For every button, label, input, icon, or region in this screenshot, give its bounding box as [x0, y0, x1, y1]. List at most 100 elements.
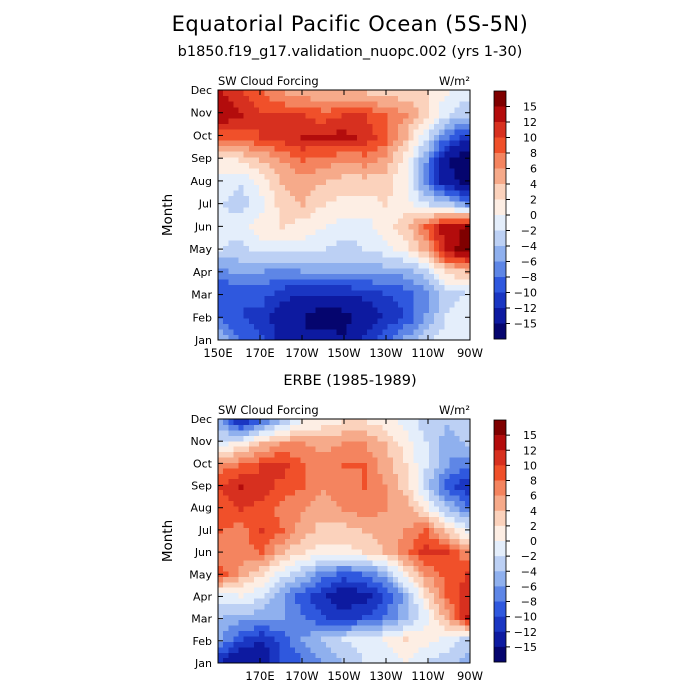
heatmap-cell [346, 145, 353, 152]
heatmap-cell [233, 619, 240, 626]
heatmap-cell [428, 217, 435, 224]
heatmap-cell [464, 429, 471, 436]
heatmap-cell [269, 273, 276, 280]
heatmap-cell [233, 489, 240, 496]
heatmap-cell [243, 90, 250, 97]
heatmap-cell [428, 597, 435, 604]
heatmap-cell [228, 123, 235, 130]
heatmap-cell [367, 603, 373, 610]
heatmap-cell [233, 549, 240, 556]
heatmap-cell [326, 543, 332, 550]
heatmap-cell [254, 178, 260, 186]
heatmap-cell [372, 505, 379, 512]
heatmap-cell [326, 489, 332, 496]
heatmap-cell [408, 284, 415, 291]
heatmap-cell [269, 262, 276, 269]
heatmap-cell [248, 256, 255, 263]
heatmap-cell [387, 473, 394, 480]
heatmap-cell [223, 312, 229, 319]
heatmap-cell [413, 178, 420, 186]
heatmap-cell [223, 101, 229, 108]
heatmap-cell [423, 95, 430, 102]
heatmap-cell [254, 500, 260, 507]
heatmap-cell [341, 112, 348, 119]
heatmap-cell [259, 106, 265, 113]
heatmap-cell [254, 212, 260, 219]
heatmap-cell [367, 140, 373, 147]
heatmap-cell [423, 312, 430, 319]
heatmap-cell [269, 101, 276, 108]
heatmap-cell [444, 532, 451, 539]
heatmap-cell [377, 587, 384, 594]
heatmap-cell [228, 630, 235, 637]
heatmap-cell [243, 212, 250, 219]
heatmap-cell [274, 592, 281, 599]
heatmap-cell [254, 195, 260, 202]
heatmap-cell [346, 625, 353, 632]
heatmap-cell [315, 217, 322, 224]
heatmap-cell [356, 424, 363, 431]
heatmap-cell [341, 451, 348, 458]
heatmap-cell [320, 312, 327, 319]
heatmap-cell [423, 532, 430, 539]
heatmap-cell [418, 334, 425, 341]
heatmap-cell [351, 435, 358, 442]
heatmap-cell [423, 603, 430, 610]
heatmap-cell [351, 240, 358, 247]
heatmap-cell [372, 112, 379, 119]
heatmap-cell [341, 587, 348, 594]
heatmap-cell [254, 228, 260, 236]
heatmap-cell [362, 641, 368, 648]
heatmap-cell [331, 467, 337, 474]
heatmap-cell [284, 184, 291, 191]
heatmap-cell [248, 646, 255, 653]
heatmap-cell [428, 419, 435, 426]
heatmap-cell [439, 190, 445, 197]
heatmap-cell [336, 334, 343, 341]
heatmap-cell [464, 145, 471, 152]
heatmap-cell [300, 635, 307, 642]
heatmap-cell [243, 576, 250, 583]
heatmap-cell [444, 484, 451, 491]
heatmap-cell [218, 538, 224, 545]
heatmap-cell [439, 101, 445, 108]
heatmap-cell [223, 251, 229, 258]
heatmap-cell [279, 608, 286, 615]
heatmap-cell [238, 312, 245, 319]
heatmap-cell [233, 462, 240, 469]
heatmap-cell [418, 424, 425, 431]
heatmap-cell [454, 156, 461, 163]
heatmap-cell [233, 652, 240, 659]
heatmap-cell [418, 301, 425, 308]
heatmap-cell [284, 323, 291, 330]
heatmap-cell [305, 549, 312, 556]
heatmap-cell [454, 435, 461, 442]
heatmap-cell [464, 462, 471, 469]
heatmap-cell [279, 592, 286, 599]
heatmap-cell [382, 167, 389, 174]
heatmap-cell [408, 312, 415, 319]
heatmap-cell [254, 597, 260, 604]
heatmap-cell [310, 156, 317, 163]
heatmap-cell [279, 295, 286, 302]
heatmap-cell [315, 587, 322, 594]
heatmap-cell [382, 178, 389, 186]
heatmap-cell [218, 576, 224, 583]
heatmap-cell [418, 201, 425, 208]
heatmap-cell [254, 251, 260, 258]
heatmap-cell [223, 435, 229, 442]
heatmap-cell [459, 173, 466, 180]
heatmap-cell [403, 592, 409, 599]
heatmap-cell [439, 301, 445, 308]
heatmap-cell [382, 559, 389, 566]
heatmap-cell [254, 117, 260, 124]
heatmap-cell [418, 473, 425, 480]
heatmap-cell [228, 516, 235, 523]
heatmap-cell [464, 128, 471, 136]
heatmap-cell [362, 323, 368, 330]
heatmap-cell [372, 565, 379, 572]
heatmap-cell [248, 484, 255, 491]
heatmap-cell [459, 101, 466, 108]
heatmap-cell [279, 328, 286, 336]
heatmap-cell [228, 646, 235, 653]
